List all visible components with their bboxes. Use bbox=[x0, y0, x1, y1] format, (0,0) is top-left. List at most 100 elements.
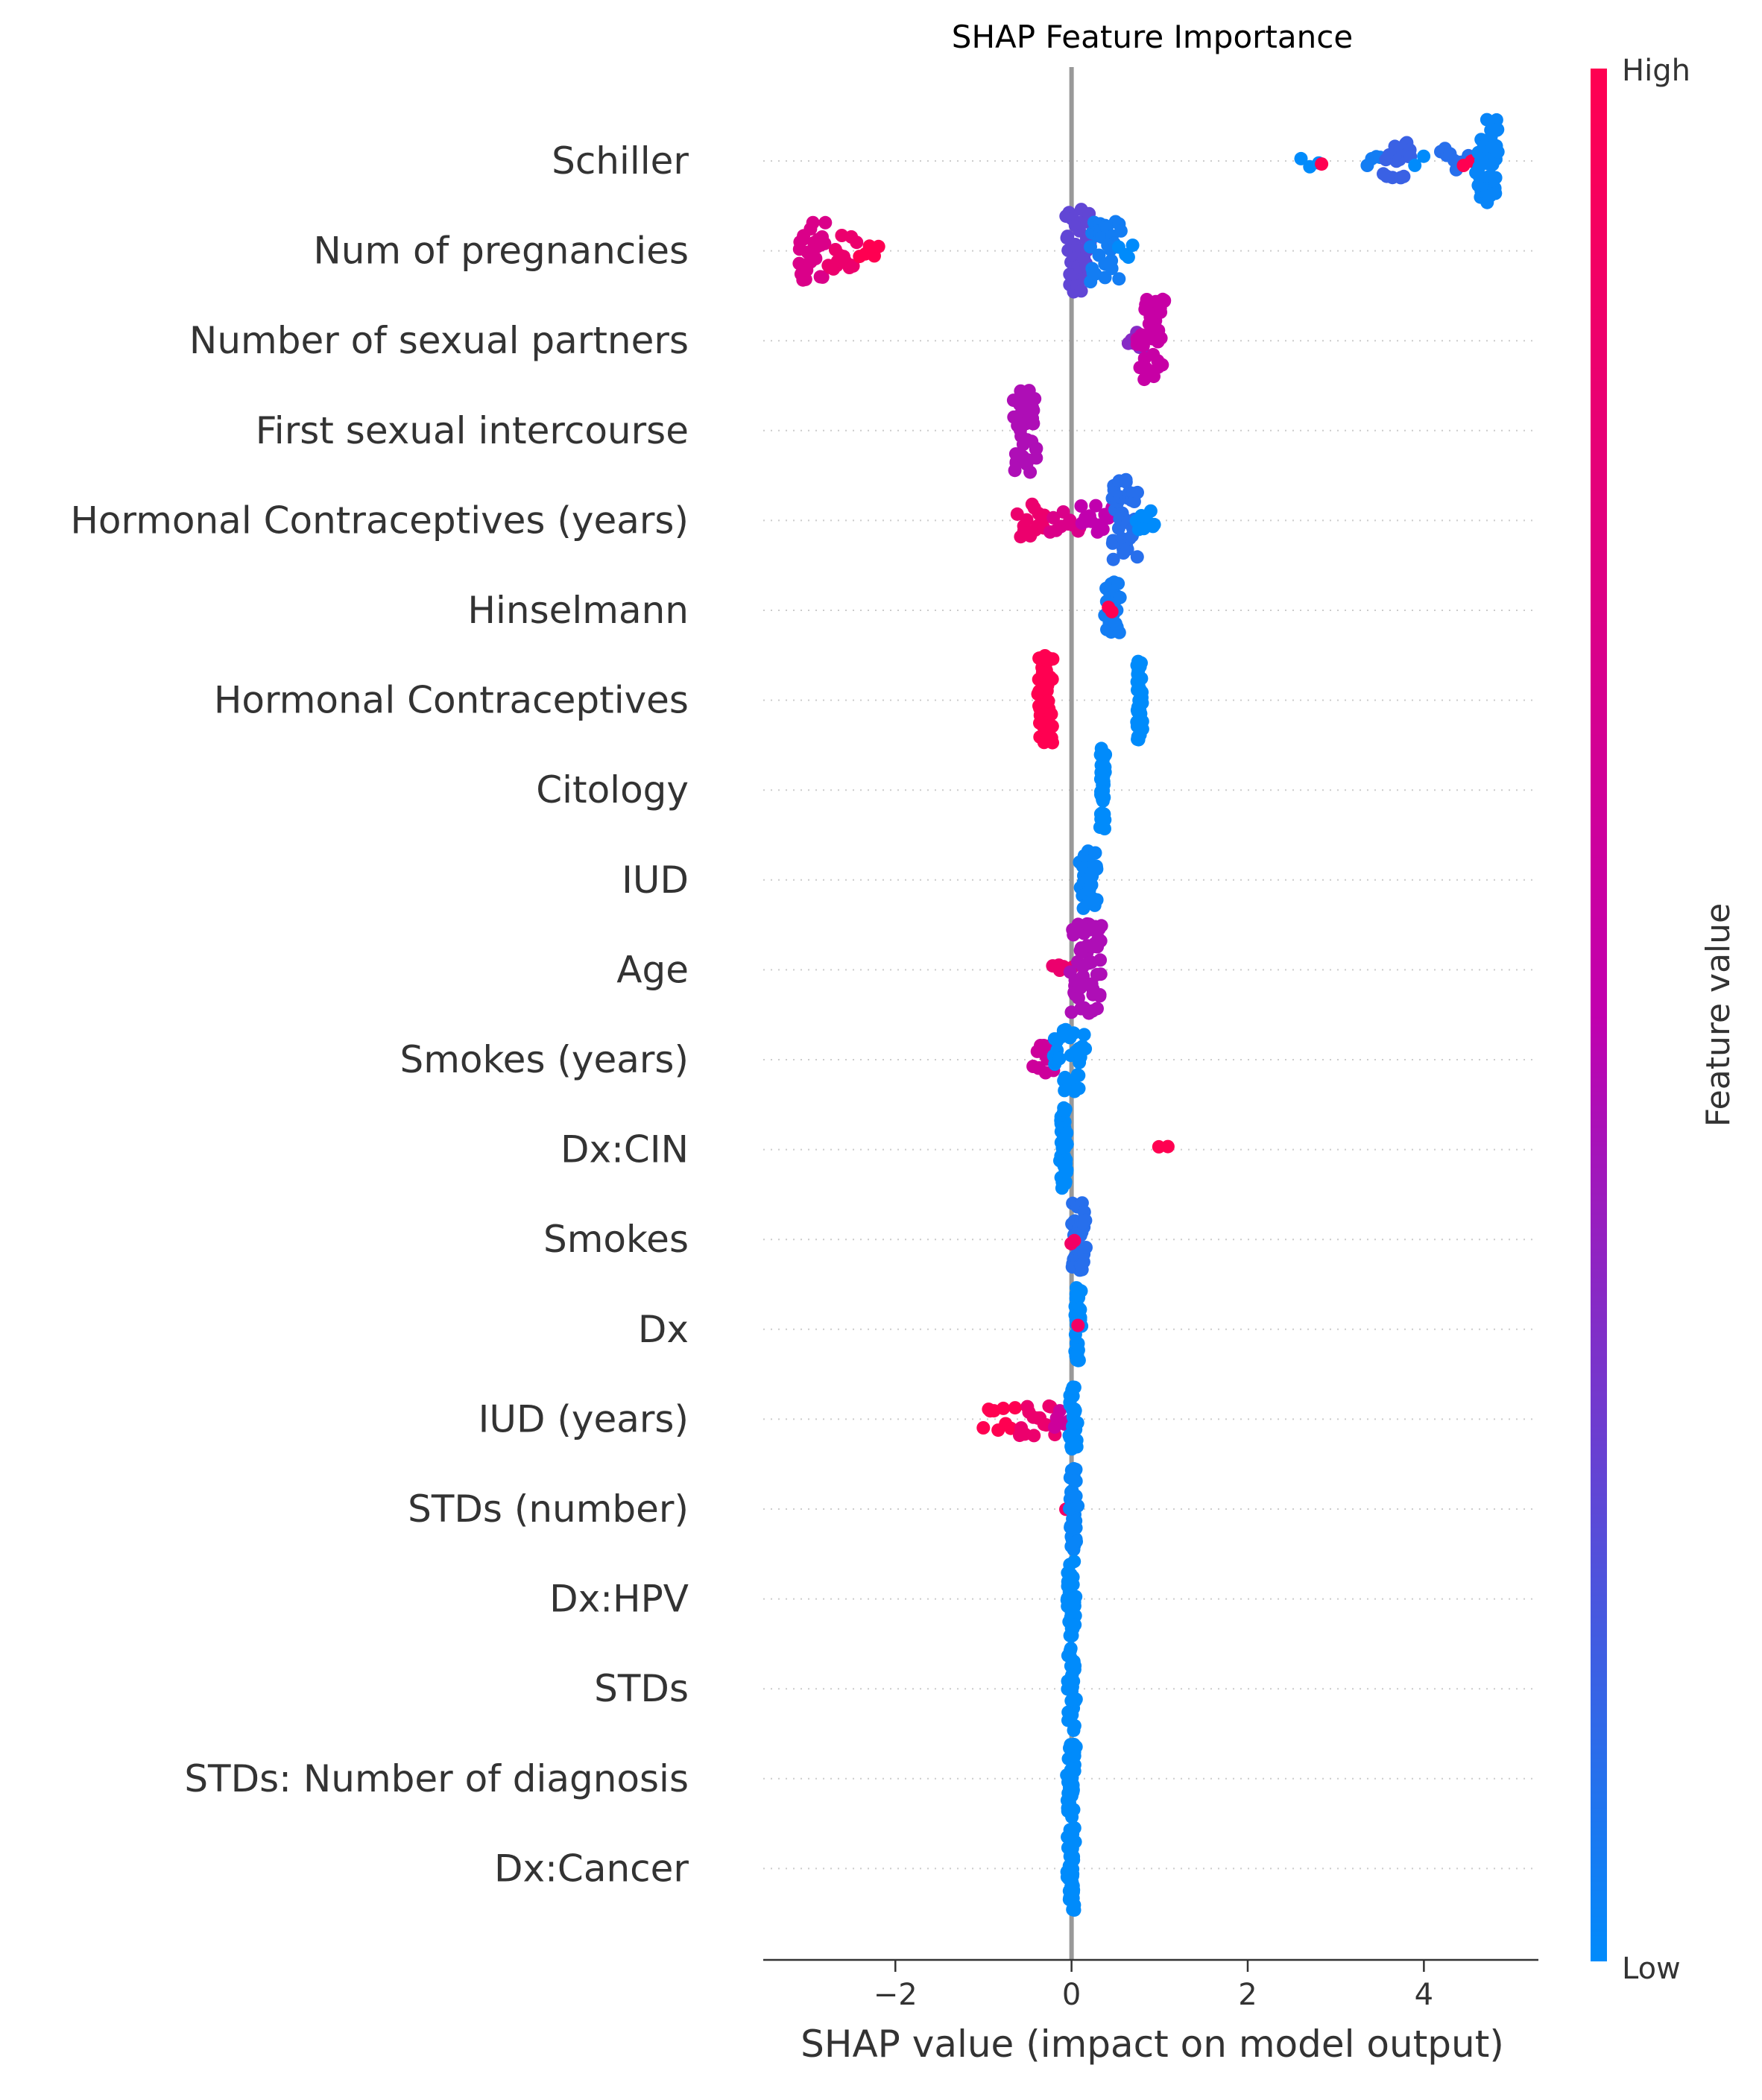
shap-point bbox=[1068, 1835, 1082, 1849]
x-tick-label: 4 bbox=[1415, 1978, 1433, 2012]
colorbar-title: Feature value bbox=[1699, 903, 1737, 1127]
row-guides bbox=[763, 160, 1538, 1870]
shap-point bbox=[1072, 1069, 1086, 1083]
shap-point bbox=[1058, 1177, 1073, 1191]
shap-point bbox=[1069, 1521, 1083, 1535]
feature-label: Dx:Cancer bbox=[494, 1847, 689, 1890]
shap-point bbox=[1408, 158, 1422, 172]
shap-point bbox=[1028, 392, 1042, 406]
shap-point bbox=[1397, 169, 1411, 183]
feature-label: Num of pregnancies bbox=[313, 230, 689, 273]
shap-point bbox=[1068, 1464, 1082, 1478]
shap-point bbox=[1067, 1674, 1081, 1688]
shap-point bbox=[1093, 953, 1108, 967]
shap-point bbox=[1077, 1028, 1091, 1042]
shap-point bbox=[1130, 550, 1144, 564]
shap-point bbox=[1105, 604, 1119, 619]
shap-point bbox=[1071, 1353, 1085, 1367]
shap-point bbox=[1480, 113, 1494, 127]
shap-point bbox=[1135, 696, 1149, 710]
beeswarm-points bbox=[792, 113, 1505, 1917]
shap-point bbox=[1065, 1708, 1079, 1722]
x-tick-label: 0 bbox=[1062, 1978, 1081, 2012]
shap-point bbox=[1067, 1380, 1081, 1394]
feature-label: Hormonal Contraceptives bbox=[214, 679, 689, 722]
shap-point bbox=[1044, 707, 1058, 721]
feature-label: STDs: Number of diagnosis bbox=[184, 1757, 689, 1800]
x-tick-label: −2 bbox=[874, 1978, 918, 2012]
shap-point bbox=[1158, 294, 1172, 309]
shap-point bbox=[1045, 719, 1059, 733]
feature-label: Number of sexual partners bbox=[189, 319, 689, 362]
shap-point bbox=[1026, 417, 1041, 430]
shap-point bbox=[806, 215, 820, 230]
shap-point bbox=[1068, 1618, 1082, 1632]
shap-point bbox=[1491, 145, 1505, 159]
shap-point bbox=[1041, 694, 1055, 708]
shap-point bbox=[1065, 1782, 1079, 1796]
shap-point bbox=[1026, 403, 1041, 417]
shap-point bbox=[1098, 760, 1112, 774]
shap-point bbox=[1067, 1026, 1081, 1040]
x-tick-label: 2 bbox=[1238, 1978, 1257, 2012]
shap-point bbox=[1073, 1303, 1087, 1317]
shap-point bbox=[1111, 577, 1125, 591]
shap-point bbox=[1067, 1739, 1081, 1753]
shap-point bbox=[1072, 1081, 1086, 1095]
shap-point bbox=[1029, 441, 1043, 455]
shap-point bbox=[1052, 1404, 1067, 1418]
feature-label: Dx:HPV bbox=[549, 1578, 689, 1621]
feature-label: Schiller bbox=[552, 139, 689, 183]
shap-point bbox=[1113, 590, 1127, 604]
shap-point bbox=[1097, 807, 1111, 821]
colorbar bbox=[1591, 69, 1607, 1961]
shap-point bbox=[976, 1421, 991, 1435]
shap-point bbox=[1044, 731, 1058, 745]
shap-point bbox=[1143, 504, 1158, 518]
feature-label: IUD (years) bbox=[479, 1397, 689, 1440]
shap-point bbox=[846, 259, 860, 273]
feature-label: Age bbox=[616, 948, 689, 991]
shap-point bbox=[1093, 967, 1108, 981]
shap-point bbox=[1074, 284, 1088, 298]
shap-point bbox=[1067, 1803, 1081, 1817]
shap-point bbox=[1099, 747, 1113, 762]
shap-point bbox=[871, 239, 885, 253]
shap-point bbox=[1491, 122, 1505, 136]
shap-point bbox=[1093, 989, 1107, 1003]
shap-point bbox=[997, 1401, 1011, 1415]
shap-point bbox=[1106, 552, 1120, 566]
shap-point bbox=[1027, 1429, 1041, 1443]
shap-point bbox=[1008, 1401, 1022, 1415]
shap-point bbox=[1067, 1898, 1081, 1912]
shap-point bbox=[1020, 513, 1034, 527]
shap-point bbox=[1067, 1850, 1081, 1864]
shap-point bbox=[1023, 465, 1038, 479]
shap-point bbox=[1488, 171, 1503, 185]
shap-point bbox=[1071, 1318, 1085, 1332]
feature-label: First sexual intercourse bbox=[256, 409, 689, 452]
feature-label: Citology bbox=[536, 768, 689, 812]
shap-point bbox=[1488, 186, 1503, 200]
shap-point bbox=[1060, 1163, 1074, 1177]
shap-point bbox=[1066, 1578, 1080, 1592]
shap-point bbox=[1060, 1126, 1074, 1140]
shap-point bbox=[1120, 543, 1134, 557]
feature-label: Smokes (years) bbox=[400, 1038, 689, 1081]
shap-point bbox=[1067, 1655, 1081, 1669]
shap-point bbox=[1147, 517, 1161, 531]
shap-point bbox=[1134, 656, 1148, 670]
shap-point bbox=[1079, 1042, 1093, 1056]
shap-point bbox=[1084, 240, 1097, 254]
shap-point bbox=[1029, 451, 1043, 465]
feature-label: IUD bbox=[622, 858, 689, 902]
shap-point bbox=[1119, 475, 1133, 489]
feature-label: Hormonal Contraceptives (years) bbox=[70, 499, 689, 542]
feature-label: Hinselmann bbox=[467, 589, 689, 632]
shap-point bbox=[1154, 331, 1168, 345]
shap-point bbox=[1046, 652, 1060, 666]
shap-point bbox=[1052, 1051, 1067, 1066]
shap-point bbox=[1105, 262, 1119, 276]
